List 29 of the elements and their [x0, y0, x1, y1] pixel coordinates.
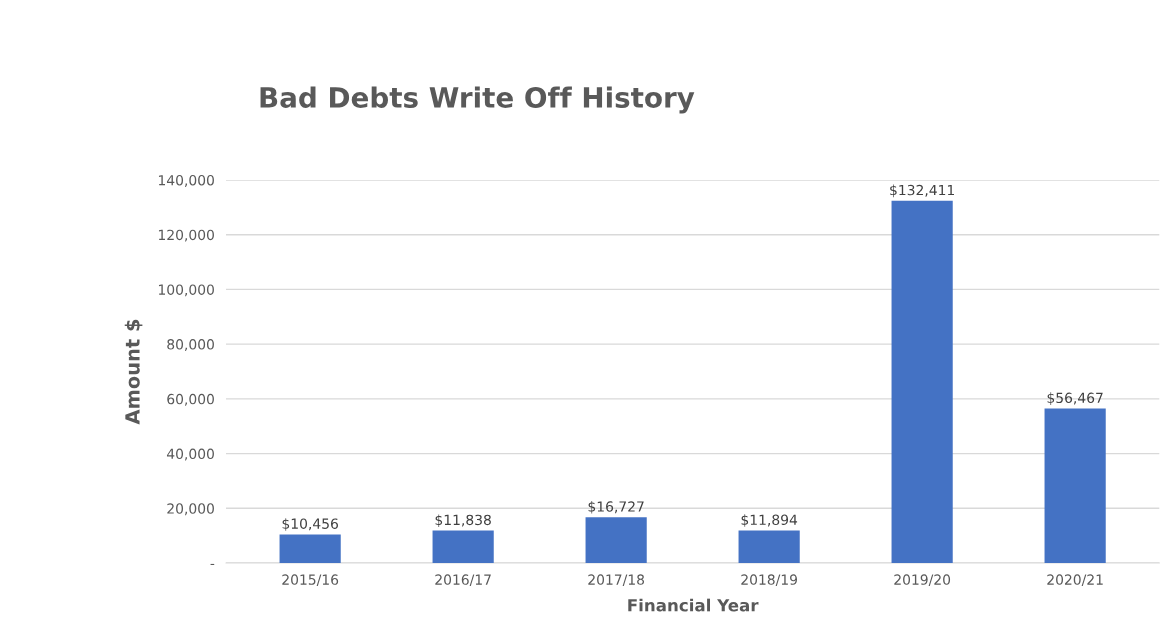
x-tick-label: 2018/19 — [741, 574, 798, 586]
data-label: $16,727 — [588, 501, 644, 514]
x-axis-title: Financial Year — [628, 598, 759, 612]
y-tick-label: 20,000 — [167, 503, 214, 516]
bar — [585, 517, 647, 563]
y-tick-label: 80,000 — [167, 339, 214, 352]
data-label: $10,456 — [282, 518, 338, 531]
y-tick-label: 120,000 — [158, 229, 214, 242]
bar — [738, 530, 800, 563]
bar — [432, 530, 494, 563]
y-tick-label: 60,000 — [167, 393, 214, 406]
y-tick-label: - — [210, 563, 215, 566]
x-tick-label: 2015/16 — [282, 574, 339, 586]
x-tick-label: 2016/17 — [435, 574, 491, 586]
bar — [279, 534, 341, 563]
x-tick-label: 2019/20 — [894, 574, 951, 586]
y-axis-title: Amount $ — [124, 319, 143, 425]
bar — [891, 200, 953, 563]
y-tick-label: 40,000 — [166, 448, 214, 461]
x-tick-label: 2017/18 — [588, 574, 645, 586]
x-tick-label: 2020/21 — [1047, 574, 1103, 586]
bar — [1044, 408, 1106, 563]
data-label: $56,467 — [1047, 392, 1103, 405]
y-tick-label: 100,000 — [158, 284, 214, 297]
y-tick-label: 140,000 — [158, 174, 214, 187]
data-label: $132,411 — [890, 184, 954, 198]
chart-title: Bad Debts Write Off History — [260, 86, 695, 114]
data-label: $11,838 — [435, 514, 491, 527]
data-label: $11,894 — [741, 514, 798, 527]
